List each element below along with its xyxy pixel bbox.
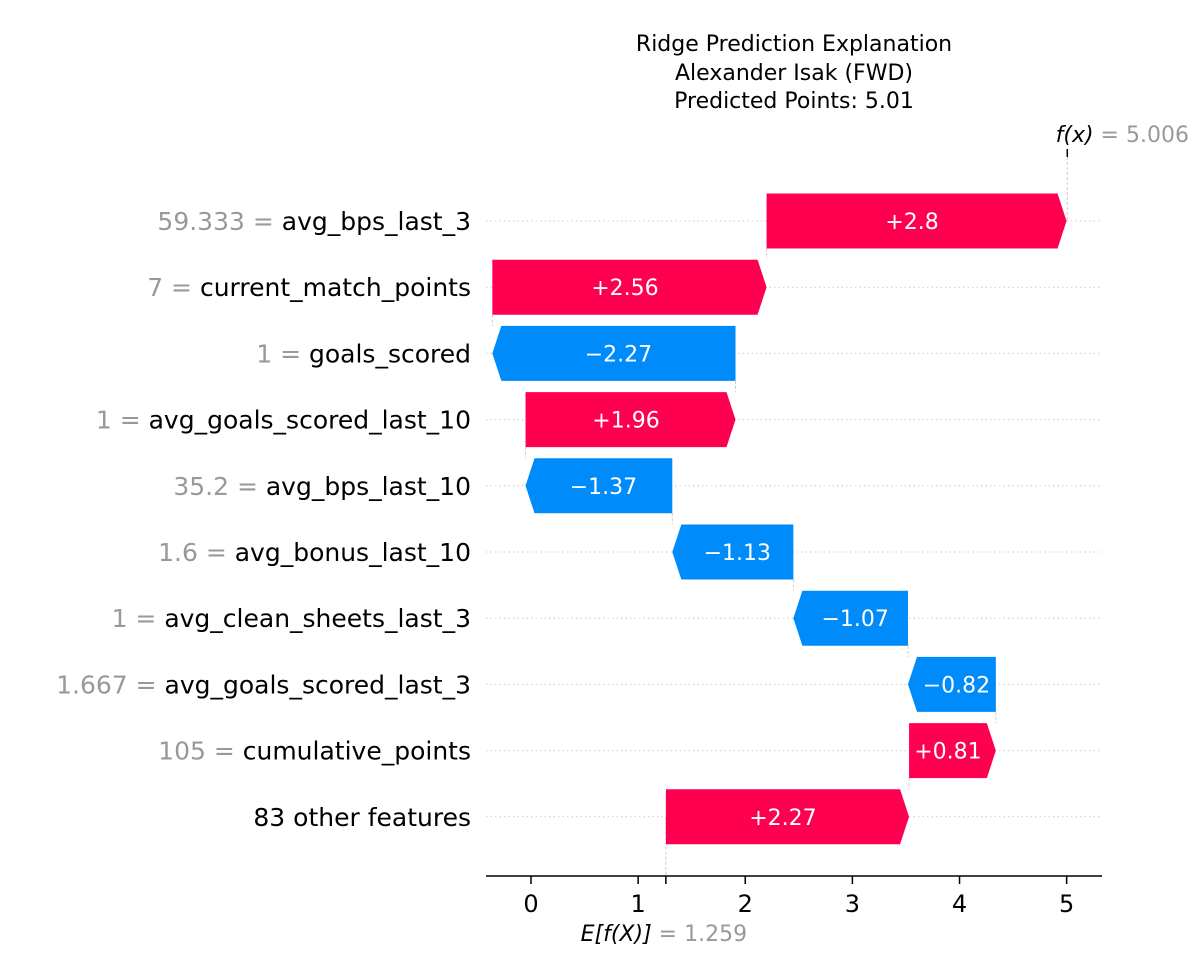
feature-value: 7 = <box>147 273 200 302</box>
chart-title-line-1: Ridge Prediction Explanation <box>635 32 953 57</box>
feature-name: avg_bps_last_10 <box>266 472 471 501</box>
bar-avg_goals_scored_last_10 <box>525 392 736 448</box>
feature-name: current_match_points <box>200 273 471 302</box>
x-tick-label: 4 <box>952 890 967 918</box>
bar-current_match_points <box>492 259 767 315</box>
feature-label: 35.2 = avg_bps_last_10 <box>173 472 471 501</box>
feature-value: 1.6 = <box>158 538 235 567</box>
bar-value-label: +2.8 <box>885 210 938 235</box>
feature-label: 1 = goals_scored <box>256 339 471 368</box>
output-value-symbol: f(x) <box>1056 123 1094 148</box>
feature-value: 59.333 = <box>157 207 281 236</box>
base-value-label: E[f(X)] = 1.259 <box>581 922 747 947</box>
chart-title-line-2: Alexander Isak (FWD) <box>675 61 913 86</box>
bar-value-label: −1.37 <box>570 475 637 500</box>
feature-name: avg_clean_sheets_last_3 <box>164 604 471 633</box>
bar-value-label: +1.96 <box>592 409 659 434</box>
bar-value-label: +2.27 <box>749 806 816 831</box>
x-tick-label: 1 <box>630 890 645 918</box>
feature-value: 1 = <box>256 339 309 368</box>
bar-cumulative_points <box>909 723 996 779</box>
feature-name: avg_bonus_last_10 <box>235 538 471 567</box>
feature-label: 1 = avg_clean_sheets_last_3 <box>112 604 471 633</box>
base-value-number: = 1.259 <box>652 922 747 947</box>
bar-value-label: −2.27 <box>585 342 652 367</box>
feature-label: 83 other features <box>253 803 471 832</box>
output-value-number: = 5.006 <box>1094 123 1189 148</box>
bar-value-label: −1.07 <box>821 607 888 632</box>
bar-value-label: −0.82 <box>923 673 990 698</box>
bar-value-label: +0.81 <box>914 740 981 765</box>
feature-value: 1 = <box>112 604 165 633</box>
x-tick-label: 2 <box>738 890 753 918</box>
feature-value: 35.2 = <box>173 472 266 501</box>
feature-label: 59.333 = avg_bps_last_3 <box>157 207 471 236</box>
feature-name: goals_scored <box>309 339 471 368</box>
bar-value-label: +2.56 <box>591 276 658 301</box>
x-tick-label: 0 <box>523 890 538 918</box>
base-value-symbol: E[f(X)] <box>581 922 652 947</box>
feature-value: 1.667 = <box>56 670 164 699</box>
bar-avg_bps_last_10 <box>525 458 673 514</box>
bar-avg_bps_last_3 <box>766 193 1067 249</box>
feature-value: 105 = <box>158 737 243 766</box>
feature-label: 105 = cumulative_points <box>158 737 471 766</box>
bar-goals_scored <box>492 325 736 381</box>
feature-name: cumulative_points <box>243 737 471 766</box>
feature-name: 83 other features <box>253 803 471 832</box>
x-tick-label: 5 <box>1059 890 1074 918</box>
feature-name: avg_goals_scored_last_3 <box>165 670 471 699</box>
feature-name: avg_bps_last_3 <box>282 207 471 236</box>
bar-avg_goals_scored_last_3 <box>907 656 996 712</box>
feature-label: 7 = current_match_points <box>147 273 471 302</box>
chart-title-line-3: Predicted Points: 5.01 <box>674 89 914 114</box>
x-tick-label: 3 <box>845 890 860 918</box>
bar-83-other-features <box>665 789 910 845</box>
feature-label: 1 = avg_goals_scored_last_10 <box>96 406 471 435</box>
feature-value: 1 = <box>96 406 149 435</box>
bar-avg_clean_sheets_last_3 <box>793 590 908 646</box>
feature-label: 1.6 = avg_bonus_last_10 <box>158 538 471 567</box>
bar-avg_bonus_last_10 <box>672 524 794 580</box>
feature-name: avg_goals_scored_last_10 <box>149 406 471 435</box>
bar-value-label: −1.13 <box>704 541 771 566</box>
feature-label: 1.667 = avg_goals_scored_last_3 <box>56 670 471 699</box>
output-value-label: f(x) = 5.006 <box>1056 123 1189 148</box>
